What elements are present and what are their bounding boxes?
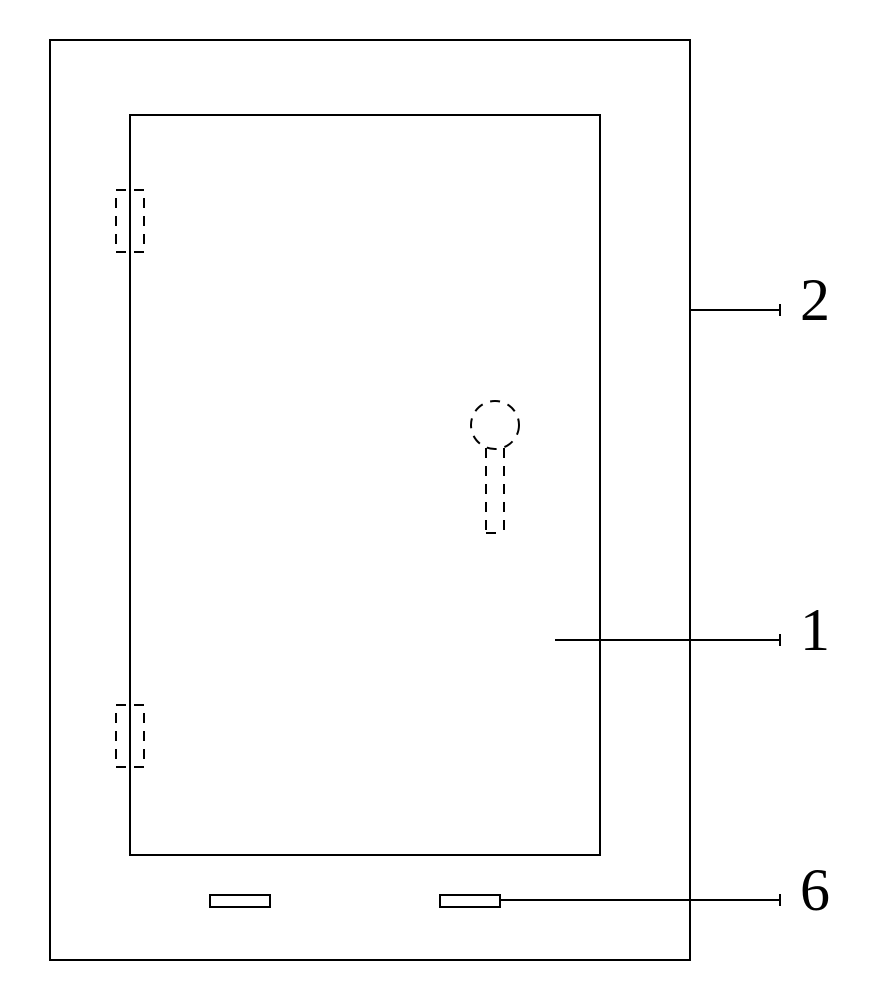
technical-diagram: 2 1 6 <box>0 0 875 1000</box>
label-6: 6 <box>800 857 830 923</box>
label-2: 2 <box>800 267 830 333</box>
diagram-container: 2 1 6 <box>0 0 875 1000</box>
label-1: 1 <box>800 597 830 663</box>
